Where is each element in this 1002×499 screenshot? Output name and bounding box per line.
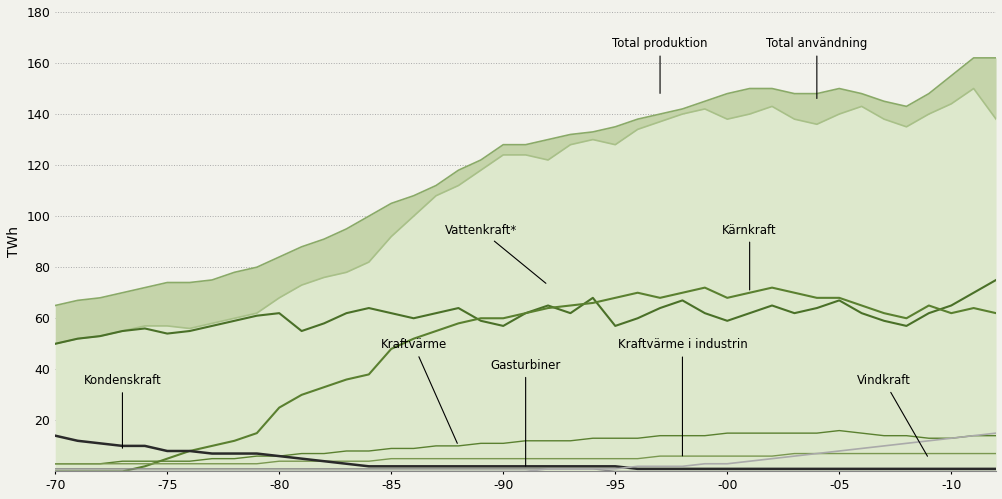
Text: Kärnkraft: Kärnkraft xyxy=(721,224,777,290)
Text: Kraftvärme: Kraftvärme xyxy=(380,338,457,443)
Text: Vattenkraft*: Vattenkraft* xyxy=(444,224,545,283)
Text: Kondenskraft: Kondenskraft xyxy=(83,374,161,448)
Text: Total användning: Total användning xyxy=(766,37,867,98)
Y-axis label: TWh: TWh xyxy=(7,226,21,257)
Text: Kraftvärme i industrin: Kraftvärme i industrin xyxy=(617,338,746,456)
Text: Gasturbiner: Gasturbiner xyxy=(490,359,560,466)
Text: Vindkraft: Vindkraft xyxy=(857,374,927,456)
Text: Total produktion: Total produktion xyxy=(611,37,707,93)
